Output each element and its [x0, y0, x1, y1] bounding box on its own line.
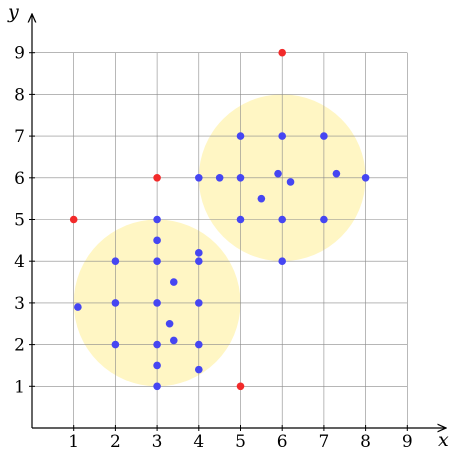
data-point-s1-18	[195, 257, 203, 266]
x-tick-label-1: 1	[68, 432, 79, 452]
data-point-s1-2	[111, 340, 120, 349]
y-axis-label: y	[7, 1, 19, 23]
data-point-s1-1	[74, 303, 82, 311]
y-tick-label-2: 2	[14, 336, 25, 356]
data-point-s1-26	[274, 169, 282, 178]
data-point-s1-15	[195, 365, 203, 374]
data-point-s1-20	[195, 174, 203, 182]
data-point-s1-12	[165, 319, 174, 328]
data-point-s1-28	[278, 215, 287, 224]
data-point-s1-23	[236, 174, 245, 182]
data-point-s1-19	[195, 249, 203, 257]
data-point-s1-9	[153, 257, 161, 266]
x-tick-label-5: 5	[235, 432, 246, 452]
y-tick-label-9: 9	[14, 44, 25, 64]
x-tick-label-9: 9	[402, 432, 413, 452]
x-tick-label-2: 2	[110, 432, 121, 452]
grid	[32, 52, 408, 428]
data-point-s2-2	[153, 174, 161, 182]
data-point-s1-33	[332, 169, 341, 178]
x-tick-label-7: 7	[318, 432, 329, 452]
data-point-s2-4	[278, 48, 287, 57]
data-point-s2-1	[69, 215, 78, 224]
data-point-s1-6	[153, 361, 161, 370]
y-tick-label-8: 8	[14, 85, 25, 105]
data-point-s1-10	[153, 236, 161, 245]
data-point-s2-3	[236, 382, 245, 391]
x-tick-label-3: 3	[152, 432, 163, 452]
data-point-s1-3	[111, 299, 120, 307]
data-point-s1-5	[153, 382, 161, 391]
x-tick-label-6: 6	[277, 432, 288, 452]
y-tick-label-7: 7	[14, 127, 25, 147]
data-point-s1-13	[169, 336, 178, 345]
data-point-s1-25	[257, 194, 266, 203]
data-point-s1-30	[286, 178, 295, 186]
data-point-s1-14	[169, 278, 178, 286]
data-point-s1-8	[153, 299, 161, 307]
data-point-s1-11	[153, 215, 161, 224]
data-point-s1-21	[215, 174, 224, 182]
data-point-s1-7	[153, 340, 161, 349]
y-tick-label-4: 4	[14, 252, 25, 272]
y-tick-label-3: 3	[14, 294, 25, 314]
data-point-s1-31	[320, 215, 328, 224]
data-point-s1-22	[236, 215, 245, 224]
data-point-s1-32	[320, 132, 328, 140]
x-tick-label-4: 4	[193, 432, 204, 452]
y-tick-label-6: 6	[14, 169, 25, 189]
data-point-s1-17	[195, 299, 203, 307]
data-points	[69, 48, 370, 391]
data-point-s1-34	[361, 174, 370, 182]
data-point-s1-16	[195, 340, 203, 349]
y-tick-label-5: 5	[14, 211, 25, 231]
tick-labels: 1 2 3 4 5 6 7 8 9 1 2 3 4 5 6 7 8 9	[14, 44, 413, 452]
x-tick-label-8: 8	[360, 432, 371, 452]
data-point-s1-4	[111, 257, 120, 266]
data-point-s1-24	[236, 132, 245, 140]
x-axis-label: x	[438, 429, 449, 451]
axes	[32, 14, 446, 428]
y-tick-label-1: 1	[14, 377, 25, 397]
data-point-s1-27	[278, 257, 287, 266]
data-point-s1-29	[278, 132, 287, 140]
